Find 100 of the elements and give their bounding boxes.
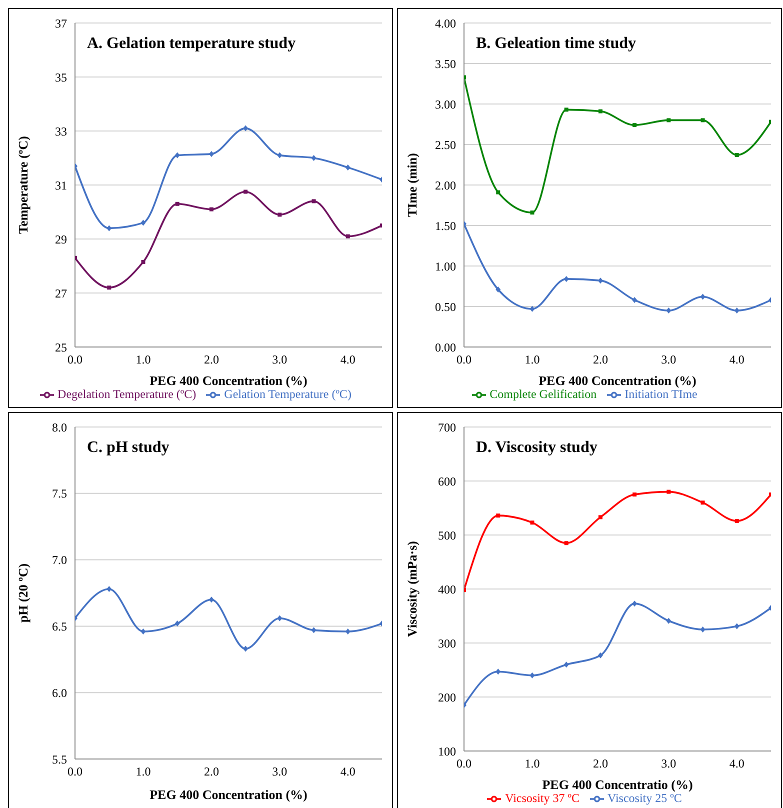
y-axis-title: Viscosity (mPa·s) [404, 541, 420, 637]
x-tick-label: 3.0 [661, 352, 676, 367]
y-tick-label: 400 [438, 582, 456, 596]
legend-label: Vicsosity 37 ºC [505, 791, 580, 805]
y-tick-label: 7.5 [52, 486, 67, 501]
y-tick-label: 29 [55, 232, 67, 246]
line-series [75, 190, 382, 290]
y-tick-label: 6.0 [52, 686, 67, 700]
point [666, 490, 671, 494]
x-tick-label: 1.0 [524, 352, 540, 367]
point [311, 627, 316, 634]
x-tick-label: 4.0 [729, 756, 744, 771]
point [106, 586, 112, 592]
x-tick-label: 0.0 [68, 352, 82, 367]
point [632, 492, 637, 496]
y-tick-label: 6.5 [52, 619, 67, 634]
point [209, 207, 214, 212]
text: C. pH study [87, 439, 170, 457]
y-tick-label: 200 [438, 690, 456, 704]
y-axis-title: Temperature (ºC) [16, 136, 31, 234]
point [496, 286, 501, 292]
point [700, 500, 705, 505]
y-tick-label: 4.00 [435, 16, 456, 30]
point [311, 155, 316, 161]
x-tick-label: 4.0 [729, 352, 744, 367]
point [530, 672, 535, 678]
point [345, 164, 350, 170]
y-tick-label: 37 [55, 16, 67, 30]
x-tick-label: 0.0 [456, 352, 472, 367]
x-tick-label: 1.0 [136, 764, 151, 779]
point [174, 620, 180, 627]
point [564, 541, 568, 546]
point [175, 202, 180, 206]
point [140, 628, 146, 635]
point [278, 212, 282, 217]
y-tick-label: 3.50 [435, 56, 456, 71]
y-tick-label: 7.0 [52, 553, 67, 568]
y-tick-label: 0.50 [435, 300, 456, 314]
text: A. Gelation temperature study [87, 35, 296, 53]
point [141, 260, 146, 264]
line-series [75, 125, 382, 232]
point [564, 108, 568, 112]
point [346, 234, 350, 238]
point [598, 652, 603, 658]
point [174, 152, 180, 158]
x-tick-label: 0.0 [68, 764, 82, 779]
legend-label: Initiation TIme [624, 387, 698, 401]
point [700, 118, 705, 122]
point [632, 297, 638, 304]
x-tick-label: 4.0 [340, 352, 356, 367]
y-tick-label: 3.00 [435, 97, 456, 112]
point [564, 276, 569, 282]
y-tick-label: 300 [438, 636, 456, 650]
point [107, 286, 112, 290]
y-tick-label: 0.00 [435, 340, 456, 354]
y-tick-label: 600 [438, 474, 456, 488]
x-tick-label: 2.0 [204, 352, 219, 367]
y-tick-label: 27 [55, 286, 67, 300]
y-tick-label: 1.00 [435, 259, 456, 274]
y-tick-label: 35 [55, 70, 67, 84]
point [277, 152, 282, 158]
y-tick-label: 33 [55, 124, 67, 138]
point [598, 278, 603, 284]
point [598, 109, 602, 114]
y-tick-label: 8.0 [52, 420, 67, 434]
legend-label: Gelation Temperature (ºC) [224, 387, 352, 401]
y-tick-label: 25 [55, 340, 67, 354]
point [666, 118, 671, 122]
point [244, 190, 248, 194]
line-series [75, 586, 382, 652]
y-axis-title: TIme (min) [404, 153, 420, 217]
y-tick-label: 2.50 [435, 138, 456, 152]
x-axis-title: PEG 400 Concentratio (%) [542, 777, 693, 792]
point [530, 210, 534, 215]
point [312, 199, 316, 204]
y-tick-label: 1.50 [435, 218, 456, 233]
point [243, 646, 248, 652]
point [700, 626, 706, 632]
x-tick-label: 3.0 [272, 352, 288, 367]
x-tick-label: 2.0 [592, 756, 608, 771]
text: D. Viscosity study [476, 439, 598, 457]
text: B. Geleation time study [476, 35, 636, 53]
x-tick-label: 2.0 [592, 352, 608, 367]
legend-label: Viscosity 25 ºC [608, 791, 682, 805]
y-tick-label: 100 [438, 744, 456, 758]
point [734, 623, 740, 630]
y-tick-label: 500 [438, 528, 456, 542]
point [734, 518, 739, 523]
y-tick-label: 700 [438, 420, 456, 434]
point [496, 514, 500, 518]
point [632, 123, 637, 128]
y-tick-label: 31 [55, 178, 67, 192]
point [530, 306, 535, 312]
point [564, 662, 569, 668]
x-tick-label: 0.0 [456, 756, 472, 771]
x-axis-title: PEG 400 Concentration (%) [150, 787, 308, 802]
legend-label: Complete Gelification [490, 387, 597, 401]
x-tick-label: 4.0 [340, 764, 356, 779]
x-tick-label: 2.0 [204, 764, 219, 779]
point [666, 618, 672, 624]
